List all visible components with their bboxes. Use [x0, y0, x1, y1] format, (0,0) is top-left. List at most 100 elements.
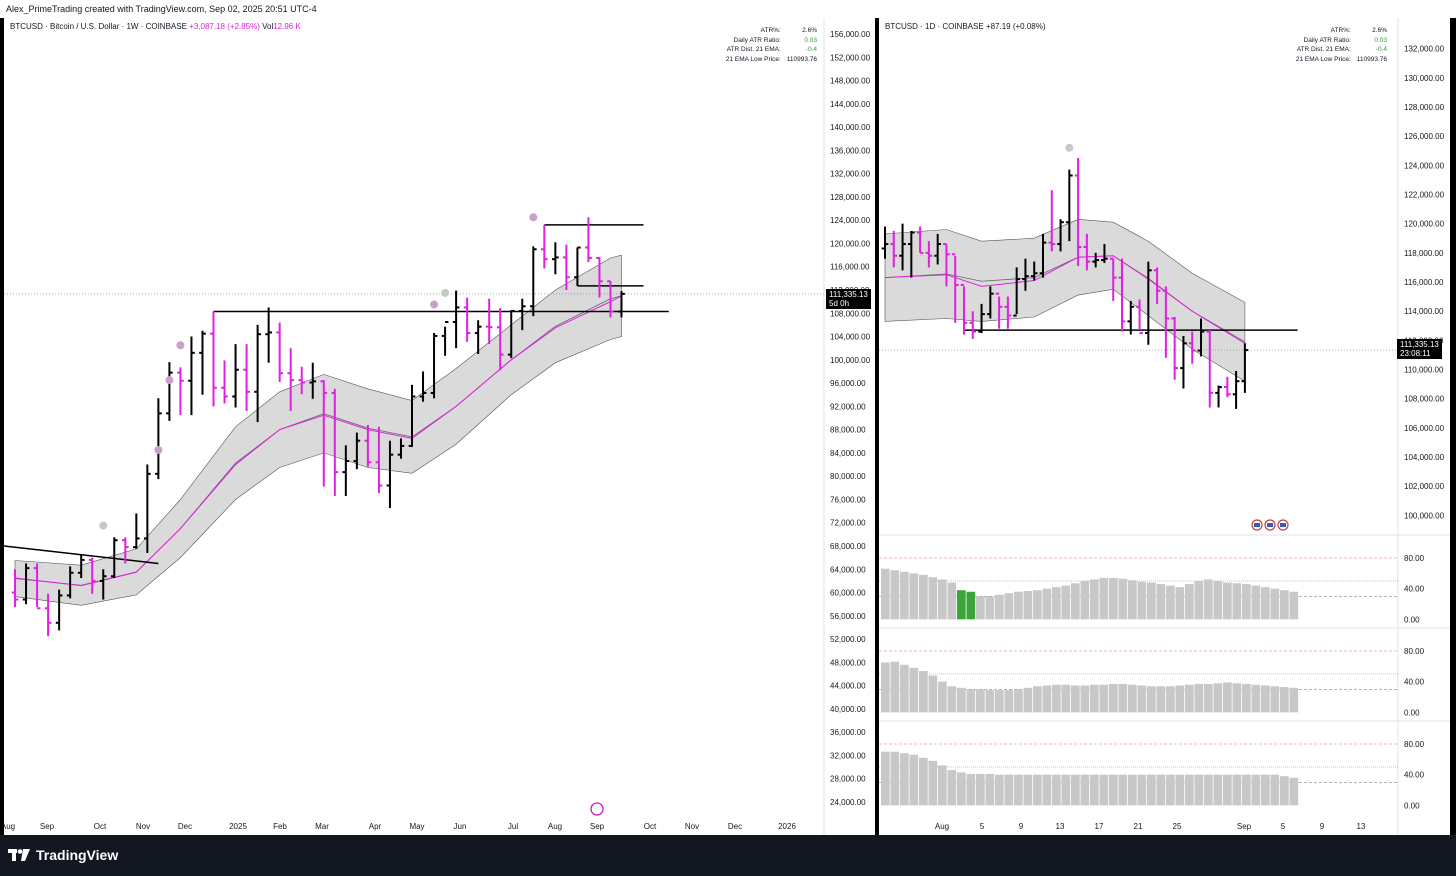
osc-bar [966, 591, 976, 620]
osc-bar [1242, 584, 1251, 620]
osc-bar [881, 751, 890, 806]
osc-bar [1213, 774, 1223, 806]
y-tick-label: 36,000.00 [830, 728, 866, 737]
ohlc-bar [364, 424, 372, 467]
osc-bar [1137, 685, 1147, 713]
atr-label: ATR Dist. 21 EMA: [1296, 46, 1351, 53]
osc-bar [1080, 581, 1090, 620]
osc-bar [1014, 774, 1023, 806]
tradingview-logo[interactable]: TradingView [8, 847, 118, 863]
ohlc-bar [1188, 331, 1196, 364]
osc-bar [1004, 690, 1014, 713]
osc-bar [1270, 686, 1280, 713]
weekly-vol-label: Vol [262, 22, 274, 31]
daily-chart-canvas[interactable]: 132,000.00 130,000.00 128,000.00 126,000.00… [879, 18, 1450, 835]
osc-bar [1099, 774, 1109, 806]
y-tick-label: 128,000.00 [1404, 103, 1445, 112]
osc-bar [995, 594, 1004, 620]
osc-bar [1109, 683, 1118, 713]
osc-bar [890, 570, 900, 620]
ohlc-bar [77, 554, 85, 578]
osc-bar [1147, 774, 1156, 806]
osc-bar [966, 773, 976, 806]
ohlc-bar [22, 563, 30, 605]
osc-bar [976, 689, 985, 713]
osc-bar [1080, 685, 1090, 713]
y-tick-label: 152,000.00 [830, 53, 871, 62]
atr-label: 21 EMA Low Price: [1295, 55, 1351, 63]
ohlc-bar [916, 226, 924, 254]
osc-bar [976, 596, 985, 620]
osc-bar [957, 687, 966, 713]
signal-dot [430, 300, 439, 309]
osc-bar [1033, 686, 1042, 713]
ohlc-bar [881, 226, 889, 259]
ohlc-bar [1241, 343, 1249, 393]
x-tick-label: 13 [1056, 822, 1065, 831]
osc-bar [1185, 684, 1194, 713]
osc-bar [976, 773, 985, 806]
x-tick-label: Sep [590, 822, 605, 831]
osc-bar [1194, 581, 1204, 620]
atr-value: 0.03 [804, 36, 817, 44]
osc-bar [1270, 588, 1280, 620]
ohlc-bar [386, 440, 394, 509]
y-tick-label: 136,000.00 [830, 146, 871, 155]
signal-dot [1065, 143, 1074, 152]
ohlc-bar [540, 224, 548, 269]
atr-value: -0.4 [1375, 46, 1387, 53]
y-tick-label: 106,000.00 [1404, 424, 1445, 433]
y-tick-label: 108,000.00 [1404, 395, 1445, 404]
x-tick-label: 21 [1134, 822, 1143, 831]
weekly-chart-pane[interactable]: 156,000.00 152,000.00 148,000.00 144,000.00… [4, 18, 875, 835]
y-tick-label: 68,000.00 [830, 542, 866, 551]
osc-bar [919, 670, 928, 713]
osc-bar [1166, 686, 1175, 713]
ohlc-bar [1171, 317, 1178, 380]
osc-tick-label: 40.00 [1404, 585, 1425, 594]
y-tick-label: 126,000.00 [1404, 132, 1445, 141]
osc-bar [938, 579, 947, 620]
x-tick-label: Sep [40, 822, 55, 831]
ohlc-bar [518, 298, 526, 331]
x-tick-label: Aug [4, 822, 15, 831]
replay-icon [590, 802, 604, 816]
ohlc-bar [563, 244, 570, 290]
ohlc-bar [1030, 261, 1038, 281]
osc-bar [1280, 776, 1289, 806]
ohlc-bar [177, 367, 184, 416]
osc-bar [881, 568, 890, 620]
y-tick-label: 76,000.00 [830, 495, 866, 504]
weekly-atr-table: ATR%: 2.6% Daily ATR Ratio: 0.03 ATR Dist.… [723, 26, 820, 64]
ohlc-bar [232, 344, 239, 408]
ohlc-bar [298, 366, 306, 395]
osc-bar [1194, 774, 1204, 806]
y-tick-label: 84,000.00 [830, 449, 866, 458]
y-tick-label: 114,000.00 [1404, 307, 1444, 316]
ohlc-bar [969, 311, 977, 339]
osc-bar [1033, 590, 1042, 620]
weekly-chart-canvas[interactable]: 156,000.00 152,000.00 148,000.00 144,000.00… [4, 18, 875, 835]
osc-bar [1194, 683, 1204, 713]
y-tick-label: 116,000.00 [1404, 278, 1444, 287]
tradingview-logo-icon [8, 849, 30, 861]
daily-chart-pane[interactable]: 132,000.00 130,000.00 128,000.00 126,000.00… [879, 18, 1450, 835]
ohlc-bar [1109, 257, 1117, 301]
x-tick-label: Nov [685, 822, 699, 831]
ohlc-bar [908, 230, 915, 278]
ohlc-bar [474, 320, 482, 354]
ohlc-bar [1153, 267, 1161, 304]
ohlc-bar [507, 309, 515, 359]
ohlc-bar [199, 330, 206, 395]
ohlc-bar [441, 321, 449, 356]
signal-dot [154, 446, 163, 454]
ohlc-bar [1057, 219, 1064, 252]
y-tick-label: 116,000.00 [830, 263, 870, 272]
ohlc-bar [951, 253, 959, 323]
osc-bar [1071, 583, 1080, 620]
ohlc-bar [287, 348, 295, 412]
y-tick-label: 80,000.00 [830, 472, 866, 481]
daily-countdown: 23:08:11 [1400, 349, 1431, 358]
ohlc-bar [110, 537, 118, 578]
footer-bar: TradingView [0, 835, 1456, 876]
